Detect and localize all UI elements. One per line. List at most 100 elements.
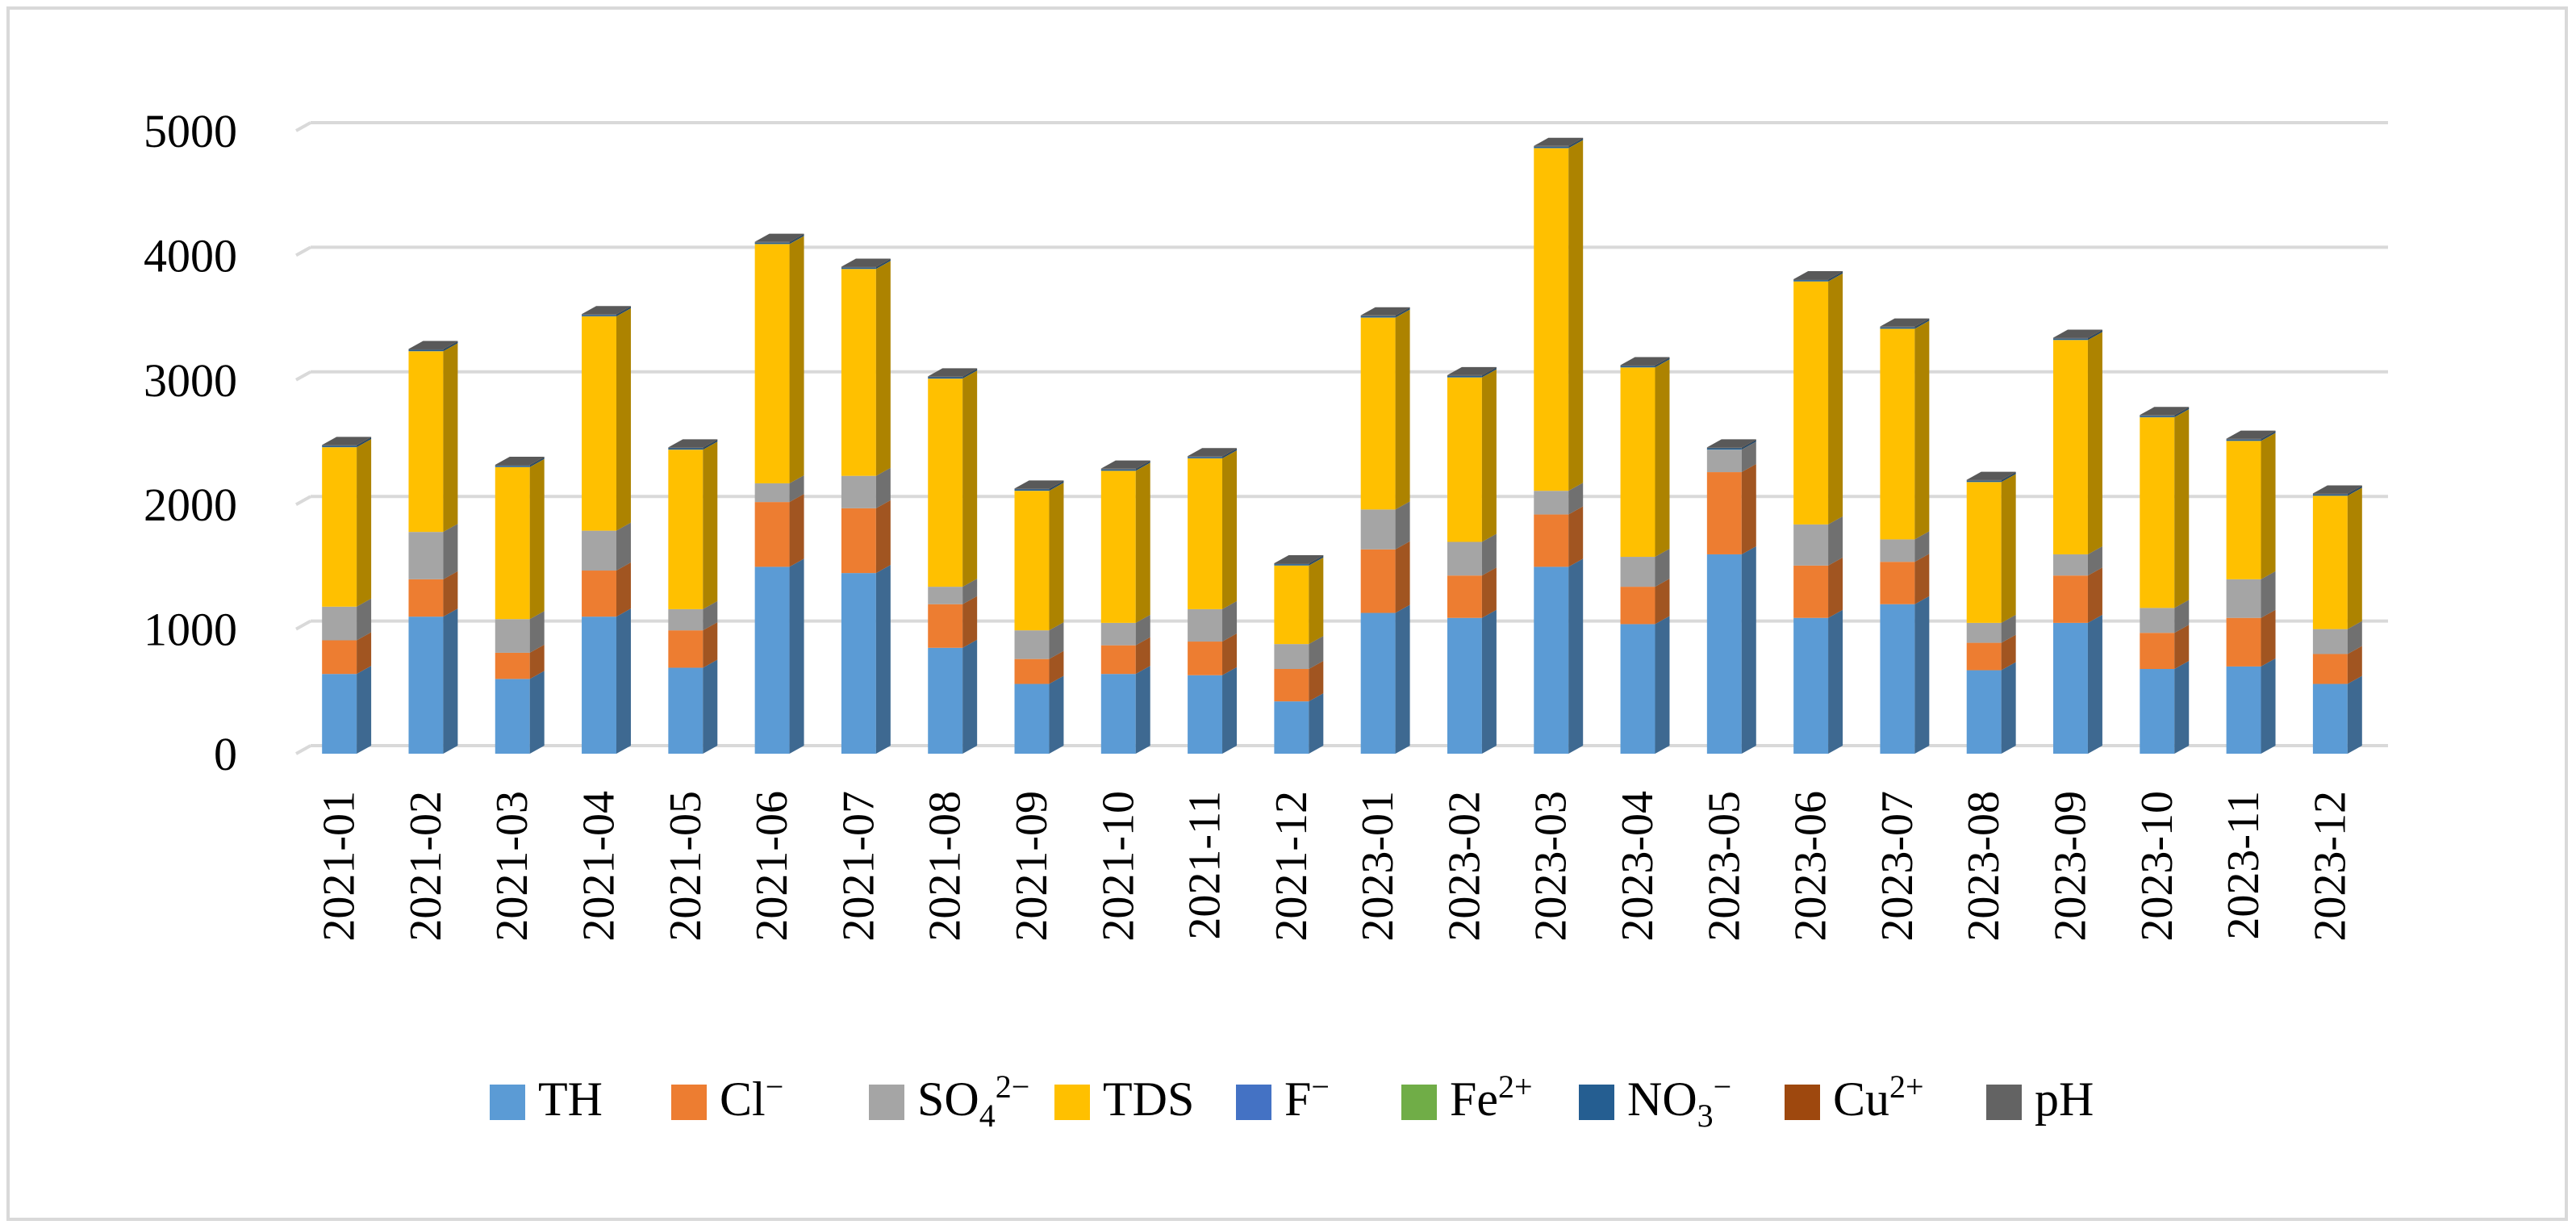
- bar-segment: [322, 606, 357, 641]
- bar-segment: [495, 465, 530, 466]
- x-tick-label: 2021-05: [661, 791, 711, 942]
- bar-segment: [1620, 557, 1655, 587]
- bar-segment: [1188, 642, 1223, 675]
- bar-segment-side: [1741, 546, 1756, 754]
- bar-segment-side: [1395, 307, 1410, 318]
- bar-segment: [1706, 447, 1742, 449]
- bar-segment-side: [1568, 137, 1584, 147]
- bar-segment-side: [1655, 616, 1670, 754]
- bar-2023-10: [2140, 407, 2190, 754]
- bar-segment: [495, 619, 530, 653]
- bar-segment-side: [1222, 449, 1238, 458]
- bar-segment-side: [2087, 332, 2102, 554]
- y-tick-label: 3000: [144, 354, 237, 407]
- bar-segment-side: [1568, 140, 1584, 491]
- bar-segment-side: [2261, 431, 2276, 441]
- bar-segment-side: [1741, 439, 1756, 449]
- bar-segment-side: [2001, 662, 2016, 754]
- bar-segment: [668, 667, 703, 754]
- bar-segment-side: [1481, 609, 1497, 754]
- bar-segment-side: [357, 437, 372, 446]
- bar-segment: [1100, 622, 1136, 646]
- bar-segment: [754, 502, 790, 567]
- x-tick-label: 2023-08: [1959, 791, 2009, 942]
- bar-segment-side: [616, 307, 631, 316]
- bar-segment-side: [962, 369, 978, 378]
- bar-top-cap: [928, 368, 978, 377]
- bar-segment: [1014, 491, 1050, 631]
- bar-top-cap: [1014, 480, 1064, 489]
- bar-segment-side: [1309, 557, 1324, 645]
- bar-2021-02: [408, 341, 458, 754]
- bar-segment: [1966, 479, 2002, 481]
- bar-segment-side: [1568, 138, 1584, 147]
- bar-segment-side: [1049, 675, 1064, 754]
- x-tick-label: 2021-12: [1267, 791, 1317, 942]
- bar-segment: [1100, 469, 1136, 471]
- x-tick-label: 2021-06: [747, 791, 797, 942]
- bar-segment: [1014, 489, 1050, 491]
- bar-segment-side: [1135, 462, 1150, 623]
- bar-segment-side: [443, 341, 458, 350]
- legend-swatch: [671, 1085, 707, 1120]
- bar-segment-side: [616, 608, 631, 754]
- bar-segment-side: [703, 441, 718, 450]
- bar-segment-side: [1568, 138, 1584, 148]
- bar-segment: [1793, 565, 1829, 618]
- bar-segment-side: [2347, 487, 2362, 629]
- bar-segment-side: [443, 608, 458, 754]
- bar-segment: [928, 604, 963, 648]
- bar-segment-side: [1309, 636, 1324, 670]
- bar-segment-side: [1395, 307, 1410, 316]
- bar-segment: [1620, 624, 1655, 754]
- bar-segment-side: [962, 369, 978, 379]
- x-tick-label: 2023-11: [2219, 791, 2269, 940]
- x-tick-label: 2023-07: [1873, 791, 1923, 942]
- bar-segment: [1188, 608, 1223, 642]
- bar-segment: [1966, 642, 2002, 671]
- bar-segment-side: [1481, 369, 1497, 542]
- bar-2021-01: [322, 437, 372, 754]
- bar-segment-side: [1049, 481, 1064, 490]
- bar-segment: [2140, 415, 2175, 416]
- bar-segment-side: [2087, 332, 2102, 341]
- bar-segment: [1793, 281, 1829, 525]
- x-tick-label: 2021-07: [833, 791, 883, 942]
- bar-segment-side: [1395, 604, 1410, 754]
- bar-2021-09: [1014, 480, 1064, 754]
- bar-2023-11: [2226, 430, 2276, 754]
- bar-segment: [841, 266, 876, 268]
- x-tick-label: 2021-04: [574, 791, 624, 942]
- bar-segment: [1793, 617, 1829, 754]
- bar-segment-side: [2087, 567, 2102, 623]
- bar-segment: [2312, 494, 2348, 496]
- bar-segment-side: [2001, 634, 2016, 671]
- bar-segment-side: [1481, 567, 1497, 618]
- bar-segment-side: [357, 439, 372, 448]
- bar-segment-side: [703, 441, 718, 450]
- bar-segment-side: [2001, 472, 2016, 481]
- bar-segment: [2053, 554, 2088, 576]
- bar-segment-side: [2174, 408, 2190, 416]
- bar-segment-side: [1222, 449, 1238, 458]
- legend-swatch: [869, 1085, 904, 1120]
- bar-segment-side: [1481, 367, 1497, 378]
- bar-segment-side: [1828, 273, 1843, 525]
- bar-segment-side: [1741, 464, 1756, 554]
- bar-segment-side: [443, 343, 458, 352]
- bar-segment: [1534, 514, 1569, 567]
- bar-top-cap: [754, 233, 804, 242]
- bar-2021-08: [928, 368, 978, 754]
- bar-top-cap: [1274, 555, 1324, 564]
- bar-segment-side: [443, 343, 458, 352]
- bar-segment: [1620, 367, 1655, 558]
- bar-segment: [1534, 148, 1569, 491]
- bar-segment-side: [1049, 483, 1064, 491]
- bar-segment-side: [1222, 633, 1238, 675]
- bar-segment: [928, 377, 963, 379]
- legend-item: TDS: [1054, 1072, 1194, 1126]
- bar-segment-side: [2261, 433, 2276, 579]
- legend-label: NO3−: [1627, 1068, 1731, 1134]
- bar-segment: [1100, 674, 1136, 754]
- bar-segment: [495, 466, 530, 620]
